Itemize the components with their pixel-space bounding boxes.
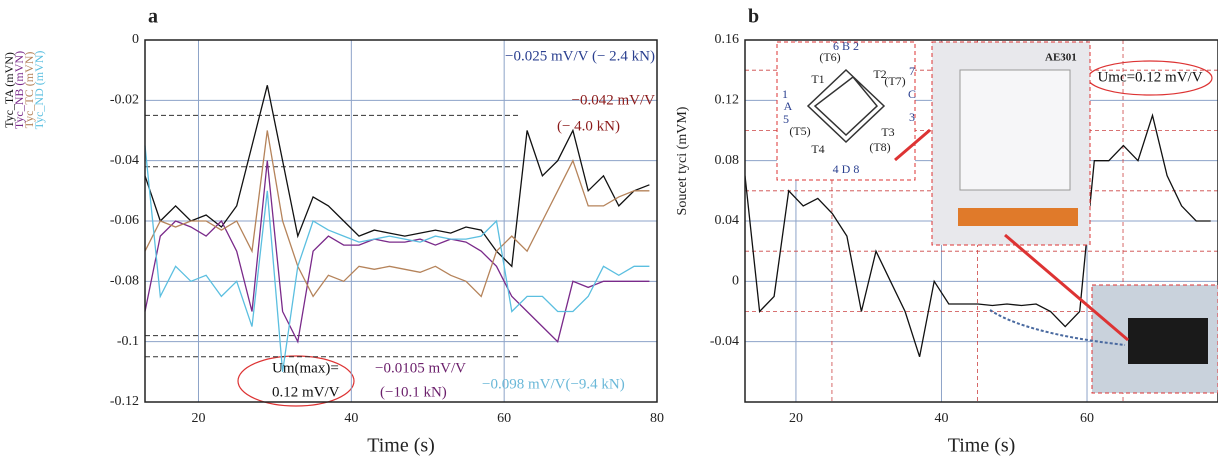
annotation: −0.042 mV/V [572, 92, 656, 108]
bridge-label: (T8) [869, 140, 890, 154]
data-line [144, 145, 650, 372]
bridge-label: A [784, 99, 793, 113]
bridge-diagram [806, 68, 886, 144]
arrow [894, 128, 931, 162]
plot-frame [744, 39, 1218, 403]
y-tick-label: 0.16 [715, 32, 740, 47]
bridge-label: T2 [873, 67, 886, 81]
data-line [144, 160, 650, 344]
annotation: Umc=0.12 mV/V [1097, 69, 1202, 85]
y-tick-label: -0.04 [710, 334, 739, 349]
bridge-label: 4 D 8 [833, 162, 860, 176]
y-tick-label: -0.12 [110, 394, 139, 409]
legend-label: Tyc_ND (mVN) [32, 51, 46, 130]
plot-frame [144, 39, 658, 403]
bridge-label: T1 [811, 72, 824, 86]
x-tick-label: 20 [191, 411, 205, 426]
annotation: Um(max)= [272, 360, 339, 376]
bridge-label: 3 [909, 110, 915, 124]
data-line [144, 130, 650, 298]
arrow [1004, 233, 1129, 342]
device-label: AE301 [1045, 52, 1077, 64]
panel-label: b [748, 6, 759, 28]
legend-label: Tyc_NB (mVN) [12, 51, 26, 129]
y-tick-label: 0.04 [715, 213, 740, 228]
y-tick-label: -0.04 [110, 153, 139, 168]
y-tick-label: 0 [732, 274, 739, 289]
panel-label: a [148, 6, 158, 28]
device-panel [959, 69, 1071, 191]
y-tick-label: 0.12 [715, 93, 740, 108]
bridge-label: 5 [783, 112, 789, 126]
bridge-inset [776, 41, 916, 181]
annotation: 0.12 mV/V [272, 384, 340, 400]
highlight-ellipse [237, 355, 355, 407]
y-tick-label: -0.1 [117, 334, 139, 349]
data-line [144, 85, 650, 268]
scope-screen [1128, 318, 1208, 364]
bridge-label: 7 [909, 64, 915, 78]
x-tick-label: 80 [650, 411, 664, 426]
x-tick-label: 60 [1080, 411, 1094, 426]
data-line [745, 112, 1211, 357]
y-tick-label: 0.08 [715, 153, 740, 168]
bridge-label: (T7) [884, 74, 905, 88]
legend-label: Tyc_TC (mVN) [22, 52, 36, 129]
annotation: −0.098 mV/V(−9.4 kN) [482, 376, 625, 392]
annotation: −0.025 mV/V (− 2.4 kN) [505, 48, 655, 64]
x-tick-label: 40 [344, 411, 358, 426]
y-tick-label: -0.02 [110, 93, 139, 108]
cable [989, 309, 1126, 346]
bridge-label: (T5) [789, 124, 810, 138]
annotation: −0.0105 mV/V [375, 360, 466, 376]
annotation: (− 4.0 kN) [557, 118, 620, 134]
x-tick-label: 20 [789, 411, 803, 426]
bridge-label: (T6) [819, 50, 840, 64]
bridge-label: C [908, 87, 916, 101]
bridge-label: 6 B 2 [833, 39, 859, 53]
y-axis-label: Soucet tyci (mVM) [675, 106, 690, 215]
x-tick-label: 40 [934, 411, 948, 426]
device-terminals [958, 208, 1078, 226]
annotation: (−10.1 kN) [380, 384, 447, 400]
x-tick-label: 60 [497, 411, 511, 426]
x-axis-label: Time (s) [948, 435, 1016, 457]
y-tick-label: -0.08 [110, 274, 139, 289]
y-tick-label: -0.06 [110, 213, 139, 228]
bridge-label: T3 [881, 125, 894, 139]
bridge-label: T4 [811, 142, 824, 156]
x-axis-label: Time (s) [367, 435, 435, 457]
legend-label: Tyc_TA (mVN) [2, 52, 16, 128]
y-tick-label: 0 [132, 32, 139, 47]
bridge-label: 1 [782, 87, 788, 101]
